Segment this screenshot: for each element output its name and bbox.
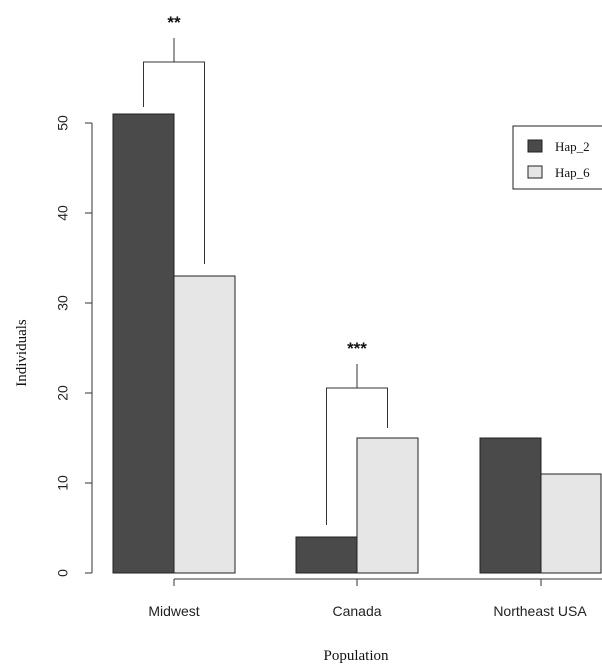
- bar-hap-2-canada: [295, 536, 358, 574]
- y-axis: 0 10 20 30 40 50: [55, 115, 93, 577]
- x-tick-label-midwest: Midwest: [148, 603, 199, 619]
- bar-hap-6-midwest: [173, 275, 236, 574]
- y-tick-label: 20: [55, 385, 71, 401]
- bar-hap-2-midwest: [112, 113, 175, 574]
- x-axis: Midwest Canada Northeast USA: [148, 578, 602, 619]
- legend-swatch-hap-6: [527, 165, 543, 179]
- y-tick-label: 10: [55, 475, 71, 491]
- significance-bracket: [143, 38, 205, 264]
- x-tick-label-canada: Canada: [332, 603, 381, 619]
- legend-label-hap-6: Hap_6: [555, 165, 590, 180]
- x-tick-label-northeast-usa: Northeast USA: [493, 603, 587, 619]
- bar-hap-6-canada: [356, 437, 419, 574]
- legend: Hap_2 Hap_6: [512, 125, 602, 190]
- legend-label-hap-2: Hap_2: [555, 139, 590, 154]
- y-axis-title: Individuals: [14, 319, 30, 387]
- x-axis-title: Population: [323, 648, 389, 664]
- bar-hap-6-northeast-usa: [540, 473, 602, 574]
- significance-label: ***: [347, 339, 367, 358]
- legend-swatch-hap-2: [527, 139, 543, 153]
- significance-label: **: [167, 13, 181, 32]
- bars: [112, 113, 602, 574]
- significance-bracket: [326, 364, 388, 525]
- y-tick-label: 40: [55, 205, 71, 221]
- y-tick-label: 30: [55, 295, 71, 311]
- y-tick-label: 50: [55, 115, 71, 131]
- bar-hap-2-northeast-usa: [479, 437, 542, 574]
- significance-brackets: *****: [143, 13, 388, 525]
- y-tick-label: 0: [55, 569, 71, 577]
